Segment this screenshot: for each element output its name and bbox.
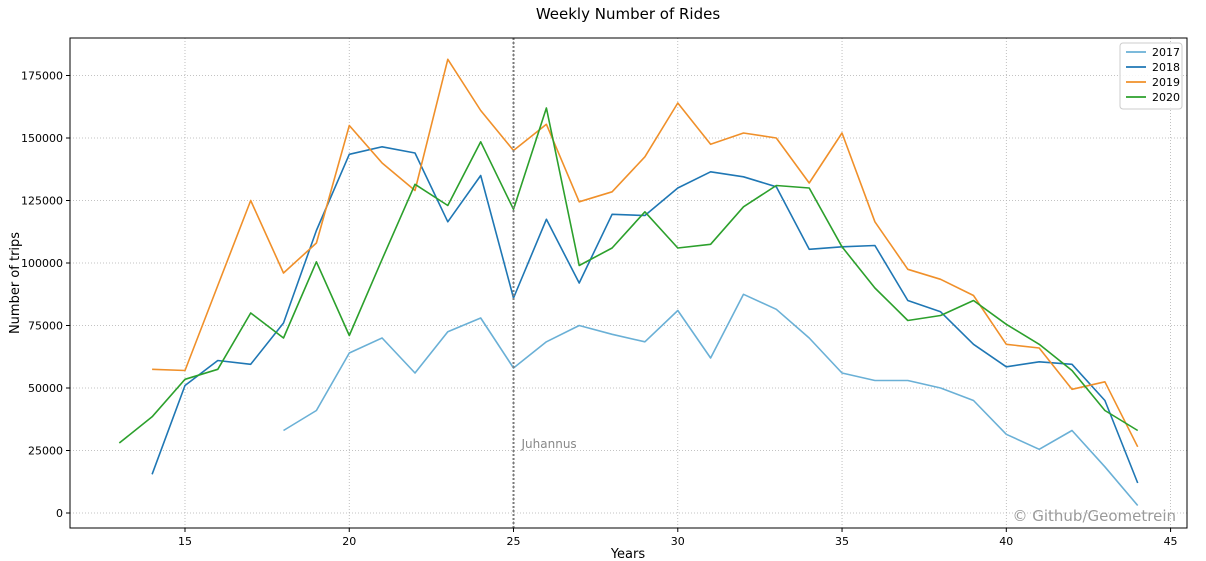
plot-frame	[69, 37, 1188, 529]
y-tick-label: 50000	[28, 382, 63, 395]
y-axis-label: Number of trips	[8, 232, 23, 334]
x-tick-label: 20	[342, 535, 356, 548]
vline-layer: Juhannus	[512, 38, 577, 528]
series-line-2018	[151, 146, 1139, 484]
x-axis-label: Years	[610, 547, 646, 561]
legend-label-2017: 2017	[1152, 46, 1180, 59]
series-line-2017	[283, 293, 1139, 507]
ticks: 15 20 25 30 35 40 45 0 25000 50000 75000 100000 1250…	[21, 70, 1178, 549]
legend: 2017 2018 2019 2020	[1119, 42, 1183, 110]
x-tick-label: 25	[507, 535, 521, 548]
x-tick-label: 35	[835, 535, 849, 548]
legend-label-2020: 2020	[1152, 91, 1180, 104]
y-tick-label: 125000	[21, 195, 63, 208]
x-tick-label: 40	[999, 535, 1013, 548]
x-tick-label: 15	[178, 535, 192, 548]
y-tick-label: 0	[56, 507, 63, 520]
juhannus-label: Juhannus	[521, 437, 577, 451]
y-tick-label: 100000	[21, 257, 63, 270]
y-tick-label: 175000	[21, 70, 63, 83]
legend-label-2018: 2018	[1152, 61, 1180, 74]
legend-label-2019: 2019	[1152, 76, 1180, 89]
x-tick-label: 45	[1164, 535, 1178, 548]
legend-box	[1119, 42, 1183, 110]
y-tick-label: 150000	[21, 132, 63, 145]
x-tick-label: 30	[671, 535, 685, 548]
series-line-2020	[118, 107, 1139, 444]
grid	[70, 38, 1187, 528]
series-line-2019	[152, 58, 1139, 448]
series-lines	[118, 58, 1139, 507]
y-tick-label: 25000	[28, 445, 63, 458]
watermark: © Github/Geometrein	[1012, 507, 1176, 525]
y-tick-label: 75000	[28, 320, 63, 333]
chart-title: Weekly Number of Rides	[536, 5, 720, 23]
